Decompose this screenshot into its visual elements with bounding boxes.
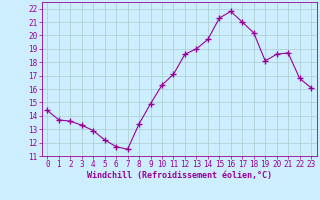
X-axis label: Windchill (Refroidissement éolien,°C): Windchill (Refroidissement éolien,°C) [87, 171, 272, 180]
